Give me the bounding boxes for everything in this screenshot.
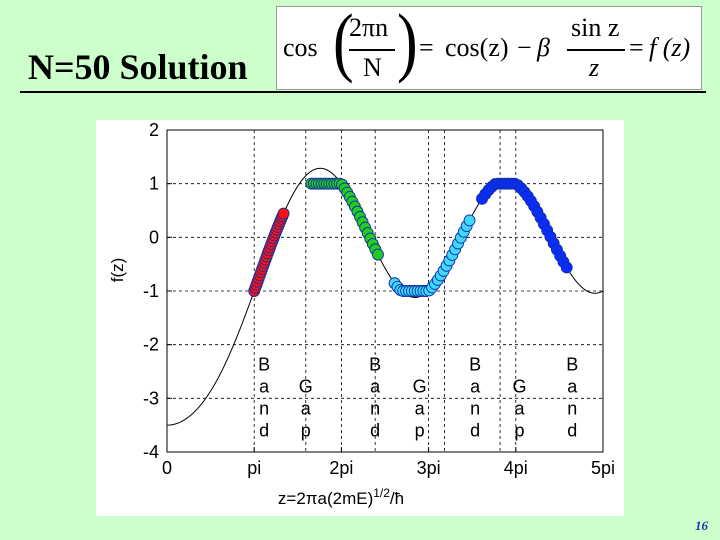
annotation-char: p	[301, 420, 311, 440]
eq-numerator-left: 2πn	[349, 13, 389, 42]
x-tick-label: 3pi	[417, 458, 441, 478]
eq-right-paren: )	[397, 0, 418, 85]
eq-left-paren: (	[333, 0, 354, 85]
annotation-char: B	[566, 355, 578, 375]
eq-minus: −	[517, 33, 532, 62]
eq-equals-2: =	[629, 33, 644, 62]
band-point	[463, 214, 476, 227]
annotation-char: a	[415, 398, 426, 418]
annotation-char: a	[301, 398, 312, 418]
annotation-char: n	[470, 399, 480, 419]
band-point	[371, 248, 384, 261]
eq-cos-right: cos(z)	[445, 33, 509, 62]
slide-title: N=50 Solution	[28, 47, 248, 87]
x-axis-label-main: z=2πa(2mE)	[278, 489, 373, 508]
band-layer	[248, 177, 573, 297]
eq-fraction-bar-right	[567, 49, 625, 51]
title-underline	[20, 91, 706, 93]
annotation-char: n	[370, 399, 380, 419]
x-axis-label: z=2πa(2mE)1/2/ħ	[278, 486, 404, 508]
annotation-char: a	[470, 377, 481, 397]
eq-beta: β	[537, 33, 550, 62]
annotation-char: B	[258, 355, 270, 375]
annotation-char: d	[470, 421, 480, 441]
eq-denominator-left: N	[363, 53, 382, 82]
annotation-char: G	[299, 376, 313, 396]
x-tick-label: pi	[247, 458, 261, 478]
band-series	[305, 177, 384, 261]
y-tick-label: 0	[149, 227, 159, 247]
annotation-char: p	[415, 420, 425, 440]
x-tick-label: 4pi	[504, 458, 528, 478]
page-number: 16	[695, 518, 708, 533]
annotation-char: B	[469, 355, 481, 375]
y-tick-label: 2	[149, 120, 159, 140]
annotation-char: a	[567, 377, 578, 397]
annotation-char: G	[413, 376, 427, 396]
annotation-char: B	[369, 355, 381, 375]
annotation-char: a	[515, 398, 526, 418]
eq-denominator-right: z	[589, 53, 600, 82]
y-tick-label: 1	[149, 174, 159, 194]
annotation-char: d	[370, 421, 380, 441]
annotation-char: d	[567, 421, 577, 441]
annotation-char: n	[567, 399, 577, 419]
band-point	[277, 207, 290, 220]
band-series	[476, 177, 573, 274]
annotation-char: a	[259, 377, 270, 397]
band-series	[388, 214, 476, 297]
eq-rhs: f (z)	[649, 33, 691, 62]
x-tick-label: 0	[162, 458, 172, 478]
x-axis-label-end: /ħ	[390, 489, 404, 508]
annotation-char: a	[370, 377, 381, 397]
grid-layer	[167, 130, 603, 452]
y-tick-label: -3	[143, 388, 159, 408]
annotation-char: p	[515, 420, 525, 440]
annotation-char: n	[259, 399, 269, 419]
band-series	[248, 207, 290, 297]
equation-box: cos ( 2πn N ) = cos(z) − β sin z z = f (…	[276, 0, 702, 90]
annotation-char: d	[259, 421, 269, 441]
annotation-char: G	[513, 376, 527, 396]
y-tick-label: -4	[143, 442, 159, 462]
x-tick-label: 2pi	[329, 458, 353, 478]
y-tick-label: -1	[143, 281, 159, 301]
x-axis-label-sup: 1/2	[373, 486, 390, 500]
band-point	[560, 261, 573, 274]
y-tick-label: -2	[143, 335, 159, 355]
eq-fraction-bar-left	[349, 49, 395, 51]
eq-numerator-right: sin z	[571, 13, 620, 42]
x-tick-label: 5pi	[591, 458, 615, 478]
axis-layer: 0 pi 2pi 3pi 4pi 5pi 2 1 0 -1 -2 -3 -4	[143, 120, 615, 478]
eq-cos-left: cos	[283, 33, 318, 62]
eq-equals-1: =	[419, 33, 434, 62]
y-axis-label: f(z)	[108, 258, 127, 283]
